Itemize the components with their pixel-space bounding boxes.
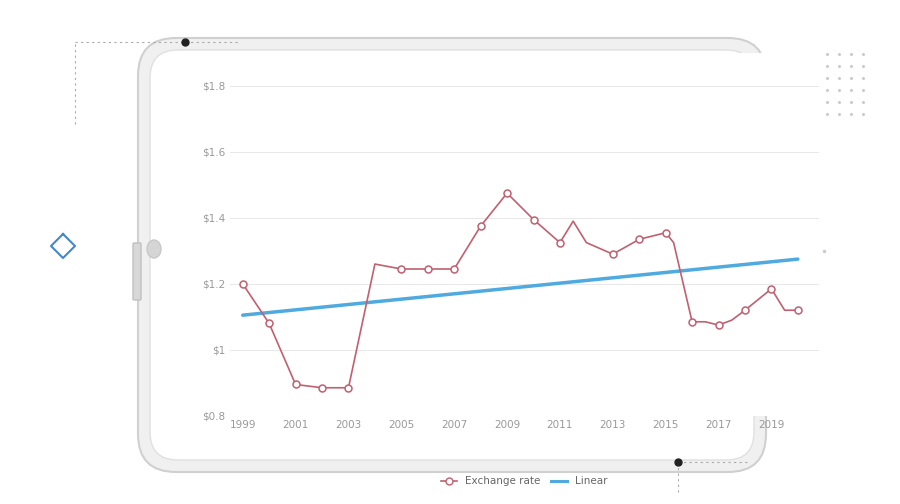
- FancyBboxPatch shape: [150, 50, 754, 460]
- Ellipse shape: [147, 240, 161, 258]
- FancyBboxPatch shape: [138, 38, 766, 472]
- Legend: Exchange rate, Linear: Exchange rate, Linear: [437, 472, 611, 490]
- FancyBboxPatch shape: [133, 243, 141, 300]
